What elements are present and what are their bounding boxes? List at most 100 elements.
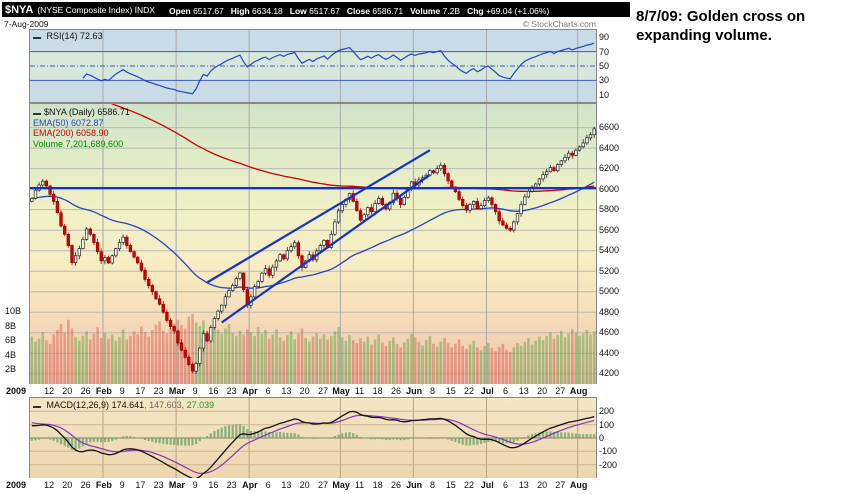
x-axis-label: 15 (445, 386, 456, 396)
copyright-label: © StockCharts.com (522, 19, 596, 29)
x-axis-label: 6 (502, 386, 509, 396)
scale-label: 10 (599, 89, 610, 100)
macd-legend: MACD(12,26,9) 174.641, 147.603, 27.039 (33, 400, 214, 411)
x-axis-label: 11 (354, 480, 365, 490)
x-axis-label: Apr (242, 480, 258, 490)
ohlc-fields: Open 6517.67 High 6634.18 Low 6517.67 Close… (169, 2, 556, 17)
x-axis-label: 16 (208, 386, 219, 396)
x-axis-label: 15 (445, 480, 456, 490)
scale-label: 6600 (599, 122, 620, 133)
x-axis-label: 20 (299, 480, 310, 490)
header-field-volume: Volume 7.2B (410, 5, 461, 16)
scale-label: 70 (599, 46, 610, 57)
chart-subheader: 7-Aug-2009 © StockCharts.com (2, 17, 630, 29)
volume-scale-label: 4B (5, 349, 17, 360)
x-axis-label: 9 (192, 480, 198, 490)
volume-scale-label: 6B (5, 335, 17, 346)
x-axis-label: 20 (62, 386, 73, 396)
macd-legend-values: 174.641, 147.603, 27.039 (112, 400, 215, 410)
x-axis-label: 9 (119, 386, 125, 396)
x-axis-label: Aug (569, 480, 588, 490)
x-axis-label: 27 (555, 386, 566, 396)
scale-label: 200 (599, 406, 615, 417)
x-axis-label: 11 (354, 386, 365, 396)
x-axis-label: 22 (463, 386, 475, 396)
x-axis-label: 20 (537, 386, 548, 396)
scale-label: 90 (599, 32, 610, 43)
header-field-close: Close 6586.71 (346, 5, 404, 16)
legend-row--nya-daily-: $NYA (Daily) 6586.71 (33, 107, 130, 118)
x-axis-label: May (332, 480, 350, 490)
x-axis-label: 6 (265, 386, 271, 396)
volume-scale-label: 10B (5, 306, 22, 316)
scale-label: 5800 (599, 204, 620, 215)
x-axis-label: 18 (372, 480, 383, 490)
volume-scale-label: 8B (5, 320, 17, 331)
scale-label: 6400 (599, 142, 620, 153)
stock-chart: $NYA (NYSE Composite Index) INDX Open 65… (2, 2, 632, 492)
scale-label: 30 (599, 75, 610, 86)
x-axis-label: 22 (463, 480, 475, 490)
scale-label: 4200 (599, 368, 620, 379)
x-axis-label: 27 (317, 480, 329, 490)
x-axis-label: 13 (518, 386, 529, 396)
x-axis-label: Jun (406, 386, 423, 396)
x-axis-label: 26 (80, 480, 91, 490)
legend-row-ema-50-: EMA(50) 6072.87 (33, 117, 104, 128)
x-axis-label: 26 (390, 386, 402, 396)
macd-line-icon (33, 401, 41, 408)
scale-label: 50 (599, 61, 610, 71)
x-axis-label: 18 (372, 386, 383, 396)
rsi-panel (29, 29, 597, 103)
x-axis-label: 26 (80, 386, 91, 396)
x-axis-label: 16 (208, 480, 219, 490)
volume-scale-label: 2B (5, 364, 17, 375)
legend-row-ema-200-: EMA(200) 6058.90 (33, 128, 109, 138)
price-legend: $NYA (Daily) 6586.71 EMA(50) 6072.87 EMA(2… (33, 107, 130, 149)
index-name-label: (NYSE Composite Index) INDX (37, 4, 155, 15)
header-field-high: High 6634.18 (230, 5, 283, 16)
price-plot (30, 104, 596, 384)
x-axis-label: Jul (480, 480, 494, 490)
rsi-legend-value: 72.63 (80, 31, 103, 41)
symbol-label: $NYA (5, 3, 34, 16)
x-axis-label: Feb (95, 386, 112, 396)
x-axis-label: Jul (480, 386, 494, 396)
x-axis-bottom: 2009 12 20 26 Feb 9 17 23 Mar 9 16 23 Apr 6 13 20 27 May 1… (2, 478, 630, 492)
rsi-legend: RSI(14) 72.63 (33, 31, 103, 42)
rsi-legend-label: RSI(14) (46, 31, 78, 41)
scale-label: 6200 (599, 163, 620, 174)
x-axis-label: 23 (153, 386, 164, 396)
x-axis-label: 27 (555, 480, 566, 490)
scale-label: 4800 (599, 306, 620, 317)
x-axis-label: 6 (502, 480, 509, 490)
scale-label: 5200 (599, 265, 620, 276)
scale-label: 4400 (599, 347, 620, 358)
x-axis-label: Apr (242, 386, 258, 396)
x-axis-label: 20 (537, 480, 548, 490)
x-axis-label: 6 (265, 480, 271, 490)
scale-label: 100 (599, 419, 615, 430)
chart-header-bar: $NYA (NYSE Composite Index) INDX Open 65… (2, 2, 630, 17)
x-axis-label: Mar (168, 480, 185, 490)
x-axis-label: 13 (518, 480, 529, 490)
macd-legend-label: MACD(12,26,9) (46, 400, 110, 410)
x-axis-label: 23 (226, 480, 237, 490)
x-axis-label: 2009 (6, 386, 27, 396)
x-axis-label: 2009 (6, 480, 27, 490)
macd-panel (29, 397, 597, 479)
x-axis-top: 2009 12 20 26 Feb 9 17 23 Mar 9 16 23 Apr 6 13 20 27 May 1… (2, 384, 630, 398)
scale-label: 5000 (599, 286, 620, 297)
x-axis-label: Mar (168, 386, 185, 396)
header-field-open: Open 6517.67 (168, 5, 224, 16)
x-axis-label: 12 (44, 386, 55, 396)
x-axis-label: Jun (406, 480, 423, 490)
price-panel (29, 103, 597, 385)
rsi-plot (30, 30, 596, 102)
legend-row-volume: Volume 7,201,689,600 (33, 138, 124, 149)
x-axis-label: 9 (119, 480, 125, 490)
x-axis-label: 27 (317, 386, 329, 396)
x-axis-label: 26 (390, 480, 402, 490)
header-field-chg: Chg +69.04 (+1.06%) (467, 5, 550, 16)
